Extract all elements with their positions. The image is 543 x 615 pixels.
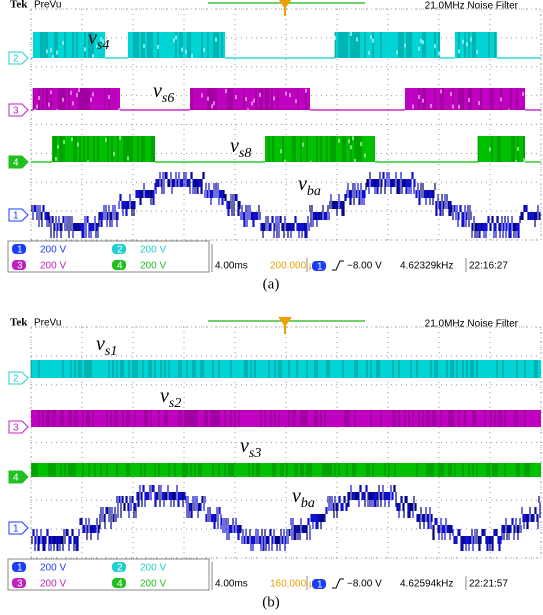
caption: (b) — [262, 594, 280, 610]
channel-marker: 4 — [13, 473, 19, 484]
trace-symbol: v — [230, 135, 239, 157]
trace-subscript: ba — [307, 184, 321, 199]
trigger-level: −8.00 V — [347, 579, 382, 590]
trace-subscript: s4 — [97, 38, 109, 53]
trace-symbol: v — [298, 173, 307, 195]
clock: 22:16:27 — [469, 261, 508, 272]
channel-marker: 2 — [13, 54, 19, 65]
trace-symbol: v — [160, 385, 169, 407]
channel-num: 3 — [17, 579, 23, 590]
trace-subscript: s3 — [249, 446, 261, 461]
trace-subscript: s1 — [105, 344, 117, 359]
channel-marker: 1 — [13, 211, 19, 222]
trace-subscript: ba — [301, 496, 315, 511]
mode: PreVu — [34, 0, 61, 11]
channel-scale: 200 V — [140, 261, 166, 272]
channel-num: 3 — [17, 261, 23, 272]
timebase: 4.00ms — [215, 579, 248, 590]
clock: 22:21:57 — [469, 579, 508, 590]
channel-marker: 4 — [13, 158, 19, 169]
figure: TekPreVu21.0MHz Noise Filter2341vs4vs6vs… — [0, 0, 543, 615]
channel-scale: 200 V — [140, 563, 166, 574]
trace-band — [31, 360, 541, 378]
channel-scale: 200 V — [40, 261, 66, 272]
trace-band — [33, 88, 120, 110]
channel-num: 1 — [17, 245, 23, 256]
trace-symbol: v — [292, 485, 301, 507]
channel-scale: 200 V — [40, 563, 66, 574]
caption: (a) — [263, 276, 280, 292]
channel-num: 4 — [117, 261, 123, 272]
trace-band — [52, 136, 155, 162]
channel-marker: 2 — [13, 374, 19, 385]
trace-band — [455, 32, 497, 58]
trace-subscript: s6 — [162, 91, 174, 106]
brand: Tek — [10, 0, 28, 11]
trigger-channel: 1 — [317, 262, 323, 273]
trigger-channel: 1 — [317, 580, 323, 591]
timebase: 4.00ms — [215, 261, 248, 272]
channel-num: 1 — [17, 563, 23, 574]
trace-subscript: s2 — [169, 396, 181, 411]
channel-marker: 1 — [13, 524, 19, 535]
trace-symbol: v — [96, 333, 105, 355]
channel-scale: 200 V — [40, 245, 66, 256]
frequency: 4.62329kHz — [400, 261, 453, 272]
channel-scale: 200 V — [140, 245, 166, 256]
trigger-level: −8.00 V — [347, 261, 382, 272]
channel-num: 4 — [117, 579, 123, 590]
channel-scale: 200 V — [140, 579, 166, 590]
trace-symbol: v — [153, 80, 162, 102]
channel-marker: 3 — [13, 106, 19, 117]
brand: Tek — [10, 317, 28, 329]
channel-scale: 200 V — [40, 579, 66, 590]
trace-symbol: v — [88, 27, 97, 49]
channel-marker: 3 — [13, 423, 19, 434]
filter: 21.0MHz Noise Filter — [425, 319, 519, 330]
channel-num: 2 — [117, 563, 123, 574]
frequency: 4.62594kHz — [400, 579, 453, 590]
mode: PreVu — [34, 318, 61, 329]
filter: 21.0MHz Noise Filter — [425, 1, 519, 12]
channel-num: 2 — [117, 245, 123, 256]
trace-subscript: s8 — [239, 146, 251, 161]
trace-symbol: v — [240, 435, 249, 457]
